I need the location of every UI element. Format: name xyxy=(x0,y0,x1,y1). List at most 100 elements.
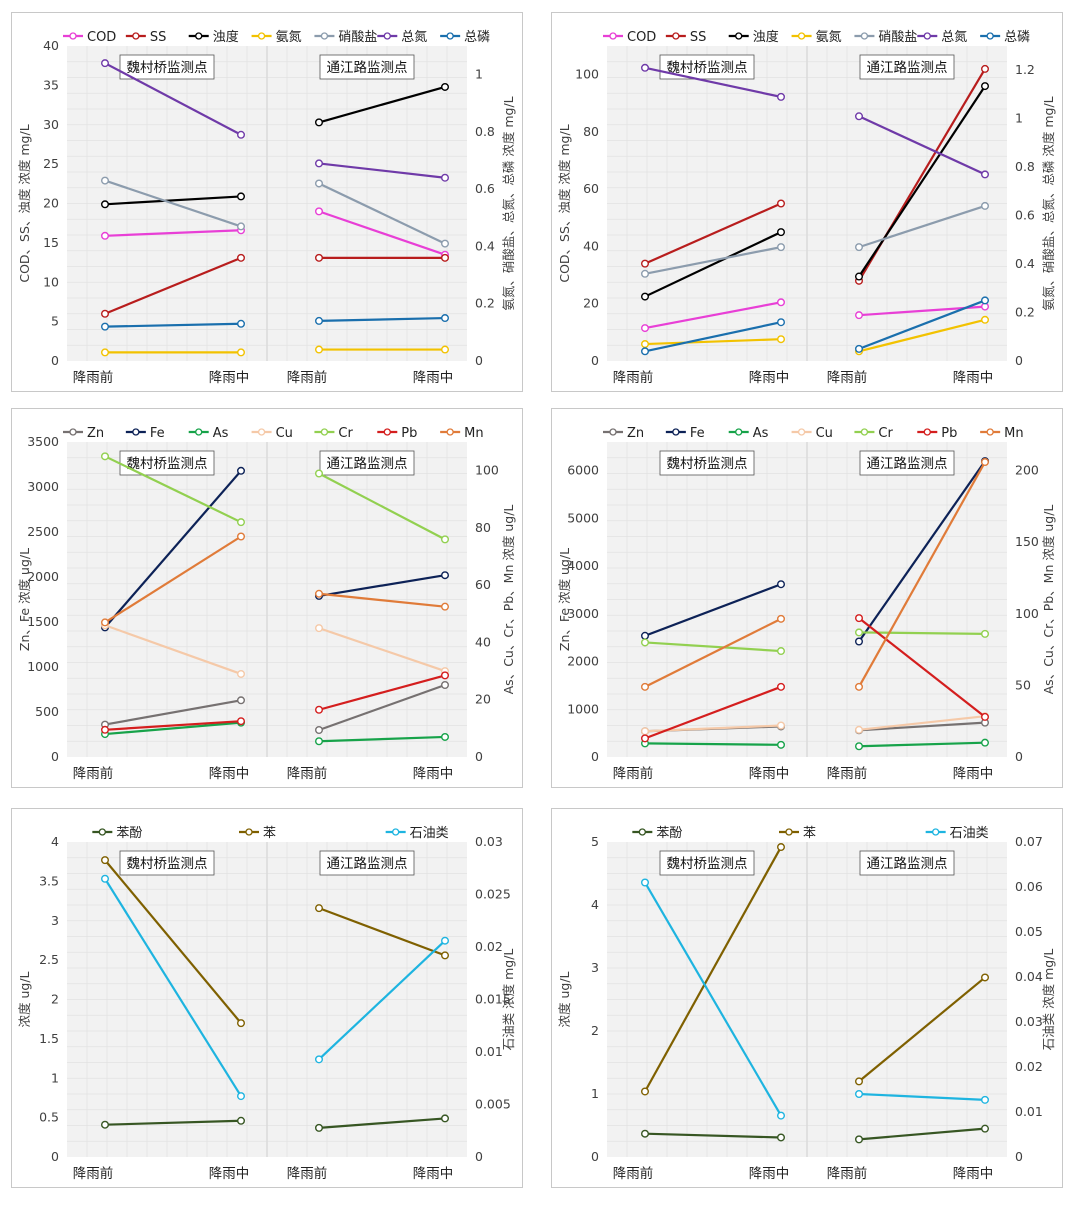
series-Mn xyxy=(100,532,450,627)
series-line xyxy=(104,1119,242,1126)
series-line xyxy=(104,699,242,726)
legend-marker xyxy=(932,828,940,836)
y-tick-label-right: 0.04 xyxy=(1015,969,1043,984)
group-title-box xyxy=(859,54,955,80)
data-point xyxy=(315,589,324,598)
legend-label: Zn xyxy=(87,426,104,441)
data-point xyxy=(776,614,785,623)
legend: Zn Fe As Cu Cr Pb Mn xyxy=(63,426,484,441)
legend: 苯酚 苯 石油类 xyxy=(92,826,449,841)
series-line xyxy=(318,85,446,124)
data-point xyxy=(315,904,324,913)
series-氨氮 xyxy=(100,345,450,357)
group-title-box xyxy=(859,850,955,876)
y-tick-label-left: 1000 xyxy=(567,701,599,716)
series-总氮 xyxy=(640,63,990,179)
series-line xyxy=(104,195,242,206)
data-point xyxy=(441,82,450,91)
y-axis-label-right: 氨氮、硝酸盐、总氮、总磷 浓度 mg/L xyxy=(1041,96,1056,310)
data-point xyxy=(981,458,990,467)
data-point xyxy=(855,614,864,623)
y-tick-label-left: 35 xyxy=(43,77,59,92)
series-Pb xyxy=(100,671,450,734)
legend-label: 苯 xyxy=(803,826,816,841)
data-point xyxy=(100,452,109,461)
legend-marker xyxy=(257,428,266,436)
legend-marker xyxy=(195,32,203,40)
data-point xyxy=(776,740,785,749)
data-point xyxy=(315,159,324,168)
data-point xyxy=(100,725,109,734)
legend-marker xyxy=(672,428,680,436)
data-point xyxy=(100,200,109,209)
legend: COD SS 浊度 氨氮 硝酸盐 总氮 总磷 xyxy=(603,29,1030,45)
x-tick-label: 降雨中 xyxy=(749,1166,790,1182)
data-point xyxy=(640,292,649,301)
x-tick-label: 降雨前 xyxy=(613,369,654,386)
legend-marker xyxy=(923,32,931,40)
series-line xyxy=(104,322,242,328)
data-point xyxy=(855,344,864,353)
data-point xyxy=(100,231,109,240)
data-point xyxy=(236,669,245,678)
data-point xyxy=(640,878,649,887)
chart-svg: 0 500 1000 1500 2000 2500 3000 3500 0 20 40 60 80 100… xyxy=(11,408,523,788)
data-point xyxy=(441,951,450,960)
y-tick-label-left: 5 xyxy=(591,834,599,849)
data-point xyxy=(981,1124,990,1133)
y-tick-label-right: 0.07 xyxy=(1015,834,1043,849)
y-tick-label-right: 0.02 xyxy=(475,939,503,954)
y-tick-label-left: 3000 xyxy=(27,479,59,494)
data-point xyxy=(236,466,245,475)
series-Mn xyxy=(640,458,990,691)
x-tick-label: 降雨前 xyxy=(827,1165,868,1182)
group-title: 通江路监测点 xyxy=(867,60,948,76)
series-line xyxy=(644,1132,782,1139)
x-tick-label: 降雨中 xyxy=(209,766,250,782)
y-tick-label-left: 5000 xyxy=(567,510,599,525)
data-point xyxy=(640,324,649,333)
data-point xyxy=(441,681,450,690)
legend-label: COD xyxy=(87,30,116,45)
series-line xyxy=(318,162,446,179)
legend-label: As xyxy=(213,426,229,441)
data-point xyxy=(236,1019,245,1028)
group-title: 魏村桥监测点 xyxy=(667,856,748,872)
series-Zn xyxy=(100,681,450,735)
legend-label: 总磷 xyxy=(464,30,490,45)
x-tick-label: 降雨中 xyxy=(953,766,994,782)
legend-marker xyxy=(132,32,140,40)
x-tick-label: 降雨前 xyxy=(827,369,868,386)
series-line xyxy=(318,683,446,732)
y-tick-label-left: 3.5 xyxy=(39,873,59,888)
y-axis-label-left: 浓度 ug/L xyxy=(17,971,32,1027)
x-tick-label: 降雨前 xyxy=(613,1165,654,1182)
x-tick-label: 降雨前 xyxy=(73,1165,114,1182)
series-line xyxy=(104,535,242,624)
series-line xyxy=(858,715,986,731)
legend-label: 石油类 xyxy=(410,826,449,841)
series-line xyxy=(104,455,242,524)
y-tick-label-right: 40 xyxy=(475,634,491,649)
data-point xyxy=(855,628,864,637)
y-axis-label-left: COD、SS、浊度 浓度 mg/L xyxy=(557,124,572,282)
data-point xyxy=(855,1135,864,1144)
data-point xyxy=(236,696,245,705)
data-point xyxy=(441,671,450,680)
data-point xyxy=(236,319,245,328)
series-line xyxy=(644,617,782,688)
data-point xyxy=(100,176,109,185)
data-point xyxy=(855,311,864,320)
legend-marker xyxy=(320,428,329,436)
y-tick-label-left: 0 xyxy=(591,749,599,764)
legend-label: Mn xyxy=(464,426,483,441)
series-line xyxy=(644,202,782,265)
data-point xyxy=(640,631,649,640)
legend-label: SS xyxy=(150,30,167,45)
x-tick-label: 降雨前 xyxy=(73,765,114,782)
series-浊度 xyxy=(100,82,450,209)
x-tick-label: 降雨中 xyxy=(413,370,454,386)
y-tick-label-right: 0.05 xyxy=(1015,924,1043,939)
data-point xyxy=(981,973,990,982)
legend-label: 氨氮 xyxy=(816,30,842,45)
